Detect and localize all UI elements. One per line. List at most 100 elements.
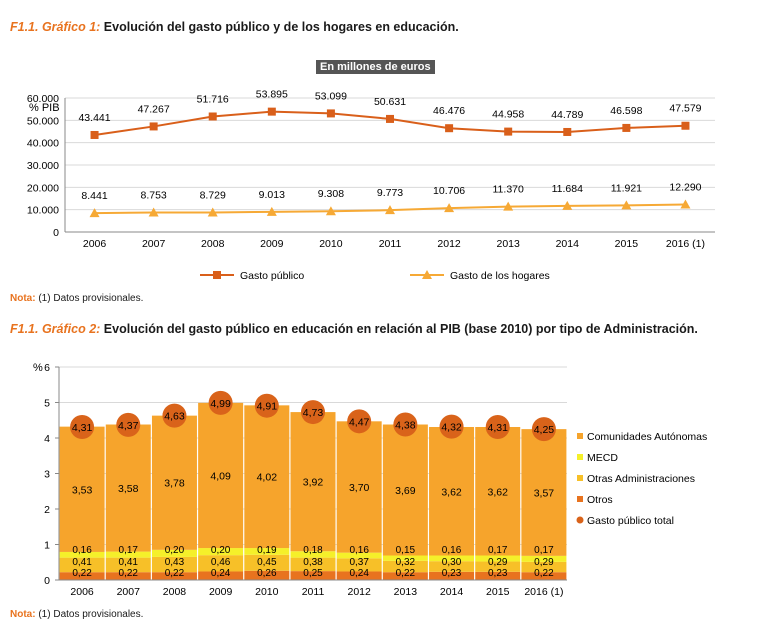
gasto-publico-point [563, 127, 572, 136]
y-tick-label: 20.000 [27, 182, 59, 194]
y-tick-label: 0 [53, 227, 59, 239]
bar-segment-otras-administraciones [521, 561, 567, 573]
segment-label: 4,02 [257, 472, 278, 484]
legend-label: Gasto de los hogares [450, 270, 550, 282]
segment-label: 0,23 [442, 568, 462, 579]
y-tick-label: 30.000 [27, 160, 59, 172]
gasto-hogares-point [89, 208, 100, 218]
x-tick-label: 2015 [486, 586, 510, 598]
data-label: 53.895 [256, 89, 288, 101]
bar-segment-comunidades-autonomas [290, 412, 336, 552]
total-label: 4,32 [441, 422, 462, 434]
total-marker [254, 393, 279, 418]
x-tick-label: 2015 [615, 238, 639, 250]
bar-segment-otras-administraciones [198, 555, 244, 572]
segment-label: 0,16 [349, 545, 369, 556]
segment-label: 0,29 [488, 557, 508, 568]
x-tick-label: 2011 [302, 586, 325, 598]
bar-segment-mecd [475, 555, 521, 562]
y-tick-label: 1 [44, 540, 50, 552]
legend-marker [577, 475, 583, 481]
data-label: 44.958 [492, 109, 524, 121]
bar-segment-otros [105, 572, 151, 580]
segment-label: 0,23 [488, 568, 508, 579]
bar-segment-otras-administraciones [475, 561, 521, 572]
gasto-hogares-point [148, 207, 159, 217]
y-tick-label: 3 [44, 469, 50, 481]
bar-segment-comunidades-autonomas [429, 426, 475, 556]
chart1-units-label: En millones de euros [316, 60, 435, 74]
legend-marker [213, 271, 221, 279]
y-tick-label: 4 [44, 433, 50, 445]
bar-segment-otros [198, 571, 244, 580]
legend-marker [576, 516, 584, 524]
x-tick-label: 2014 [556, 238, 580, 250]
x-tick-label: 2007 [142, 238, 166, 250]
data-label: 11.684 [552, 183, 583, 195]
y-tick-label: 50.000 [27, 115, 59, 127]
segment-label: 0,22 [165, 568, 185, 579]
segment-label: 3,57 [534, 487, 555, 499]
y-tick-label: 0 [44, 575, 50, 587]
line-chart-gasto: 0 10.000 20.000 30.000 40.000 50.000 60.000% P… [27, 89, 715, 282]
bar-segment-comunidades-autonomas [198, 402, 244, 549]
data-label: 47.267 [138, 103, 170, 115]
bar-segment-mecd [105, 551, 151, 558]
segment-label: 3,92 [303, 477, 324, 489]
x-tick-label: 2009 [260, 238, 284, 250]
chart2-note-text: (1) Datos provisionales. [38, 609, 144, 620]
data-label: 8.729 [200, 190, 226, 202]
bar-segment-comunidades-autonomas [244, 405, 290, 549]
total-marker [485, 414, 510, 439]
gasto-hogares-point [266, 206, 277, 216]
gasto-publico-point [681, 121, 690, 130]
total-marker [393, 412, 418, 437]
gasto-hogares-point [680, 199, 691, 209]
legend-label: MECD [587, 452, 618, 464]
gasto-hogares-point [503, 201, 514, 211]
x-tick-label: 2008 [201, 238, 225, 250]
x-tick-label: 2009 [209, 586, 233, 598]
segment-label: 3,53 [72, 484, 93, 496]
segment-label: 0,43 [165, 557, 185, 568]
bar-segment-otras-administraciones [382, 560, 428, 573]
bar-segment-mecd [382, 555, 428, 561]
data-label: 12.290 [669, 182, 701, 194]
data-label: 47.579 [669, 103, 701, 115]
y-axis-label: % PIB [29, 102, 60, 114]
x-tick-label: 2006 [70, 586, 94, 598]
x-tick-label: 2010 [319, 238, 343, 250]
bar-segment-mecd [198, 548, 244, 556]
segment-label: 0,25 [303, 568, 323, 579]
data-label: 46.476 [433, 105, 465, 117]
x-tick-label: 2014 [440, 586, 464, 598]
bar-segment-otras-administraciones [105, 557, 151, 573]
data-label: 8.753 [140, 189, 166, 201]
gasto-publico-point [267, 107, 276, 116]
segment-label: 0,22 [119, 568, 139, 579]
legend-label: Gasto público total [587, 515, 674, 527]
legend-label: Otras Administraciones [587, 473, 695, 485]
data-label: 9.773 [377, 187, 403, 199]
y-tick-label: 60.000 [27, 93, 59, 105]
segment-label: 0,20 [211, 545, 231, 556]
bar-segment-mecd [59, 551, 105, 558]
bar-segment-mecd [336, 552, 382, 559]
total-label: 4,63 [164, 411, 185, 423]
bar-segment-comunidades-autonomas [521, 429, 567, 556]
segment-label: 0,17 [534, 545, 554, 556]
segment-label: 0,41 [72, 557, 92, 568]
chart2-note-label: Nota: [10, 609, 36, 620]
gasto-hogares-point [325, 206, 336, 216]
legend-marker [422, 270, 432, 279]
total-label: 4,25 [534, 424, 555, 436]
segment-label: 4,09 [210, 470, 231, 482]
total-label: 4,47 [349, 416, 370, 428]
gasto-hogares-point [562, 200, 573, 210]
total-label: 4,31 [488, 422, 509, 434]
gasto-publico-point [504, 127, 513, 136]
bar-segment-otras-administraciones [59, 557, 105, 573]
bar-segment-otras-administraciones [244, 554, 290, 571]
gasto-publico-point [208, 112, 217, 121]
chart1-prefix: F1.1. Gráfico 1: [10, 20, 101, 34]
